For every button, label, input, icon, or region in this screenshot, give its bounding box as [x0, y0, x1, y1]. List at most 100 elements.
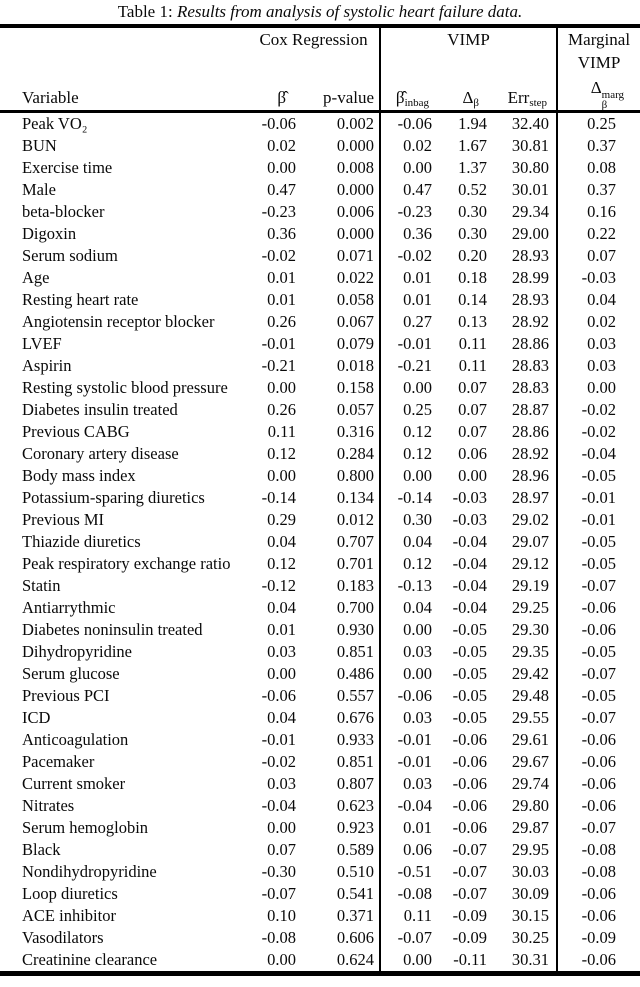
cell-marginal-vimp: -0.08: [556, 861, 640, 883]
column-header-p-value: p-value: [323, 88, 375, 107]
cell-beta-inbag: 0.25: [379, 399, 436, 421]
cell-variable: Dihydropyridine: [22, 642, 132, 661]
cell-beta: 0.03: [267, 774, 296, 793]
cell-marginal-vimp: -0.06: [556, 597, 640, 619]
cell-variable: Diabetes insulin treated: [22, 400, 178, 419]
cell-beta: -0.23: [261, 202, 296, 221]
cell-beta-inbag: -0.01: [379, 751, 436, 773]
cell-err-step: 28.86: [511, 334, 550, 353]
cell-err-step: 29.80: [511, 796, 550, 815]
cell-beta-inbag: -0.01: [379, 729, 436, 751]
table-row: ACE inhibitor 0.10 0.371 0.11 -0.09 30.15 -0.0…: [0, 905, 640, 927]
cell-delta-beta: 0.14: [458, 290, 488, 309]
table-row: Digoxin 0.36 0.000 0.36 0.30 29.00 0.22: [0, 223, 640, 245]
marginal-vimp-line2: VIMP: [577, 53, 621, 72]
cell-delta-beta: 0.07: [458, 378, 488, 397]
cell-delta-beta: 0.07: [458, 422, 488, 441]
cell-variable: Peak respiratory exchange ratio: [22, 554, 231, 573]
cell-beta: 0.02: [267, 136, 296, 155]
cell-p-value: 0.079: [336, 334, 375, 353]
table-row: Previous CABG 0.11 0.316 0.12 0.07 28.86 -0.02: [0, 421, 640, 443]
cell-delta-beta: -0.05: [452, 620, 488, 639]
cell-p-value: 0.071: [336, 246, 375, 265]
cell-variable: Nondihydropyridine: [22, 862, 157, 881]
cell-variable: Male: [22, 180, 56, 199]
cell-err-step: 29.61: [511, 730, 550, 749]
cell-marginal-vimp: -0.06: [556, 751, 640, 773]
cell-delta-beta: -0.06: [452, 730, 488, 749]
cell-beta-inbag: 0.27: [379, 311, 436, 333]
table-row: Serum hemoglobin 0.00 0.923 0.01 -0.06 29.87-…: [0, 817, 640, 839]
cell-delta-beta: -0.07: [452, 840, 488, 859]
table-row: Thiazide diuretics 0.04 0.707 0.04 -0.04 29.0…: [0, 531, 640, 553]
cell-err-step: 30.80: [511, 158, 550, 177]
cell-p-value: 0.707: [336, 532, 375, 551]
cell-p-value: 0.000: [336, 224, 375, 243]
cell-err-step: 29.35: [511, 642, 550, 661]
table-row: Angiotensin receptor blocker 0.26 0.067 0.2…: [0, 311, 640, 333]
cell-beta-inbag: -0.06: [379, 685, 436, 707]
cell-variable: Nitrates: [22, 796, 75, 815]
cell-p-value: 0.930: [336, 620, 375, 639]
cell-err-step: 28.93: [511, 290, 550, 309]
cell-p-value: 0.000: [336, 180, 375, 199]
cell-beta-inbag: 0.01: [379, 289, 436, 311]
cell-beta: -0.06: [261, 686, 296, 705]
group-header-vimp: VIMP: [379, 26, 558, 76]
cell-err-step: 29.34: [511, 202, 550, 221]
cell-p-value: 0.541: [336, 884, 375, 903]
cell-marginal-vimp: -0.05: [556, 685, 640, 707]
column-header-beta-inbag: β̂inbag: [379, 76, 436, 112]
cell-beta: -0.04: [261, 796, 296, 815]
cell-marginal-vimp: -0.06: [556, 773, 640, 795]
cell-beta-inbag: -0.51: [379, 861, 436, 883]
cell-delta-beta: -0.05: [452, 708, 488, 727]
column-header-variable: Variable: [22, 88, 79, 107]
cell-marginal-vimp: -0.03: [556, 267, 640, 289]
cell-beta-inbag: -0.21: [379, 355, 436, 377]
cell-beta: 0.00: [267, 818, 296, 837]
table-row: Nondihydropyridine -0.30 0.510 -0.51 -0.07 30…: [0, 861, 640, 883]
cell-beta-inbag: 0.11: [379, 905, 436, 927]
cell-variable: Peak VO₂: [22, 114, 88, 133]
cell-err-step: 28.87: [511, 400, 550, 419]
cell-err-step: 29.42: [511, 664, 550, 683]
cell-delta-beta: -0.07: [452, 862, 488, 881]
cell-p-value: 0.851: [336, 642, 375, 661]
cell-delta-beta: 1.37: [458, 158, 488, 177]
cell-beta-inbag: 0.03: [379, 707, 436, 729]
marginal-vimp-line1: Marginal: [568, 30, 631, 49]
cell-beta: 0.01: [267, 290, 296, 309]
cell-p-value: 0.008: [336, 158, 375, 177]
cell-delta-beta: -0.05: [452, 686, 488, 705]
cell-beta: 0.04: [267, 708, 296, 727]
table-row: Nitrates -0.04 0.623 -0.04 -0.06 29.80 -0.06: [0, 795, 640, 817]
cell-variable: Previous PCI: [22, 686, 110, 705]
cell-delta-beta: 0.52: [458, 180, 488, 199]
cell-delta-beta: -0.03: [452, 488, 488, 507]
cell-p-value: 0.371: [336, 906, 375, 925]
cell-beta-inbag: 0.00: [379, 377, 436, 399]
cell-beta-inbag: -0.08: [379, 883, 436, 905]
cell-marginal-vimp: -0.05: [556, 465, 640, 487]
cell-p-value: 0.006: [336, 202, 375, 221]
cell-beta-inbag: -0.23: [379, 201, 436, 223]
cell-variable: Body mass index: [22, 466, 136, 485]
cell-variable: Vasodilators: [22, 928, 104, 947]
cell-variable: LVEF: [22, 334, 62, 353]
cell-marginal-vimp: -0.07: [556, 817, 640, 839]
cell-err-step: 29.02: [511, 510, 550, 529]
cell-delta-beta: 1.94: [458, 114, 488, 133]
cell-variable: Pacemaker: [22, 752, 95, 771]
cell-beta: 0.00: [267, 950, 296, 969]
cell-marginal-vimp: 0.00: [556, 377, 640, 399]
cell-delta-beta: -0.06: [452, 752, 488, 771]
cell-beta: -0.08: [261, 928, 296, 947]
cell-variable: Anticoagulation: [22, 730, 129, 749]
table-row: Pacemaker -0.02 0.851 -0.01 -0.06 29.67 -0.06: [0, 751, 640, 773]
table-body: Peak VO₂ -0.06 0.002 -0.06 1.94 32.40 0.25 BUN 0…: [0, 111, 640, 974]
cell-p-value: 0.018: [336, 356, 375, 375]
cell-beta: 0.36: [267, 224, 296, 243]
cell-err-step: 28.93: [511, 246, 550, 265]
